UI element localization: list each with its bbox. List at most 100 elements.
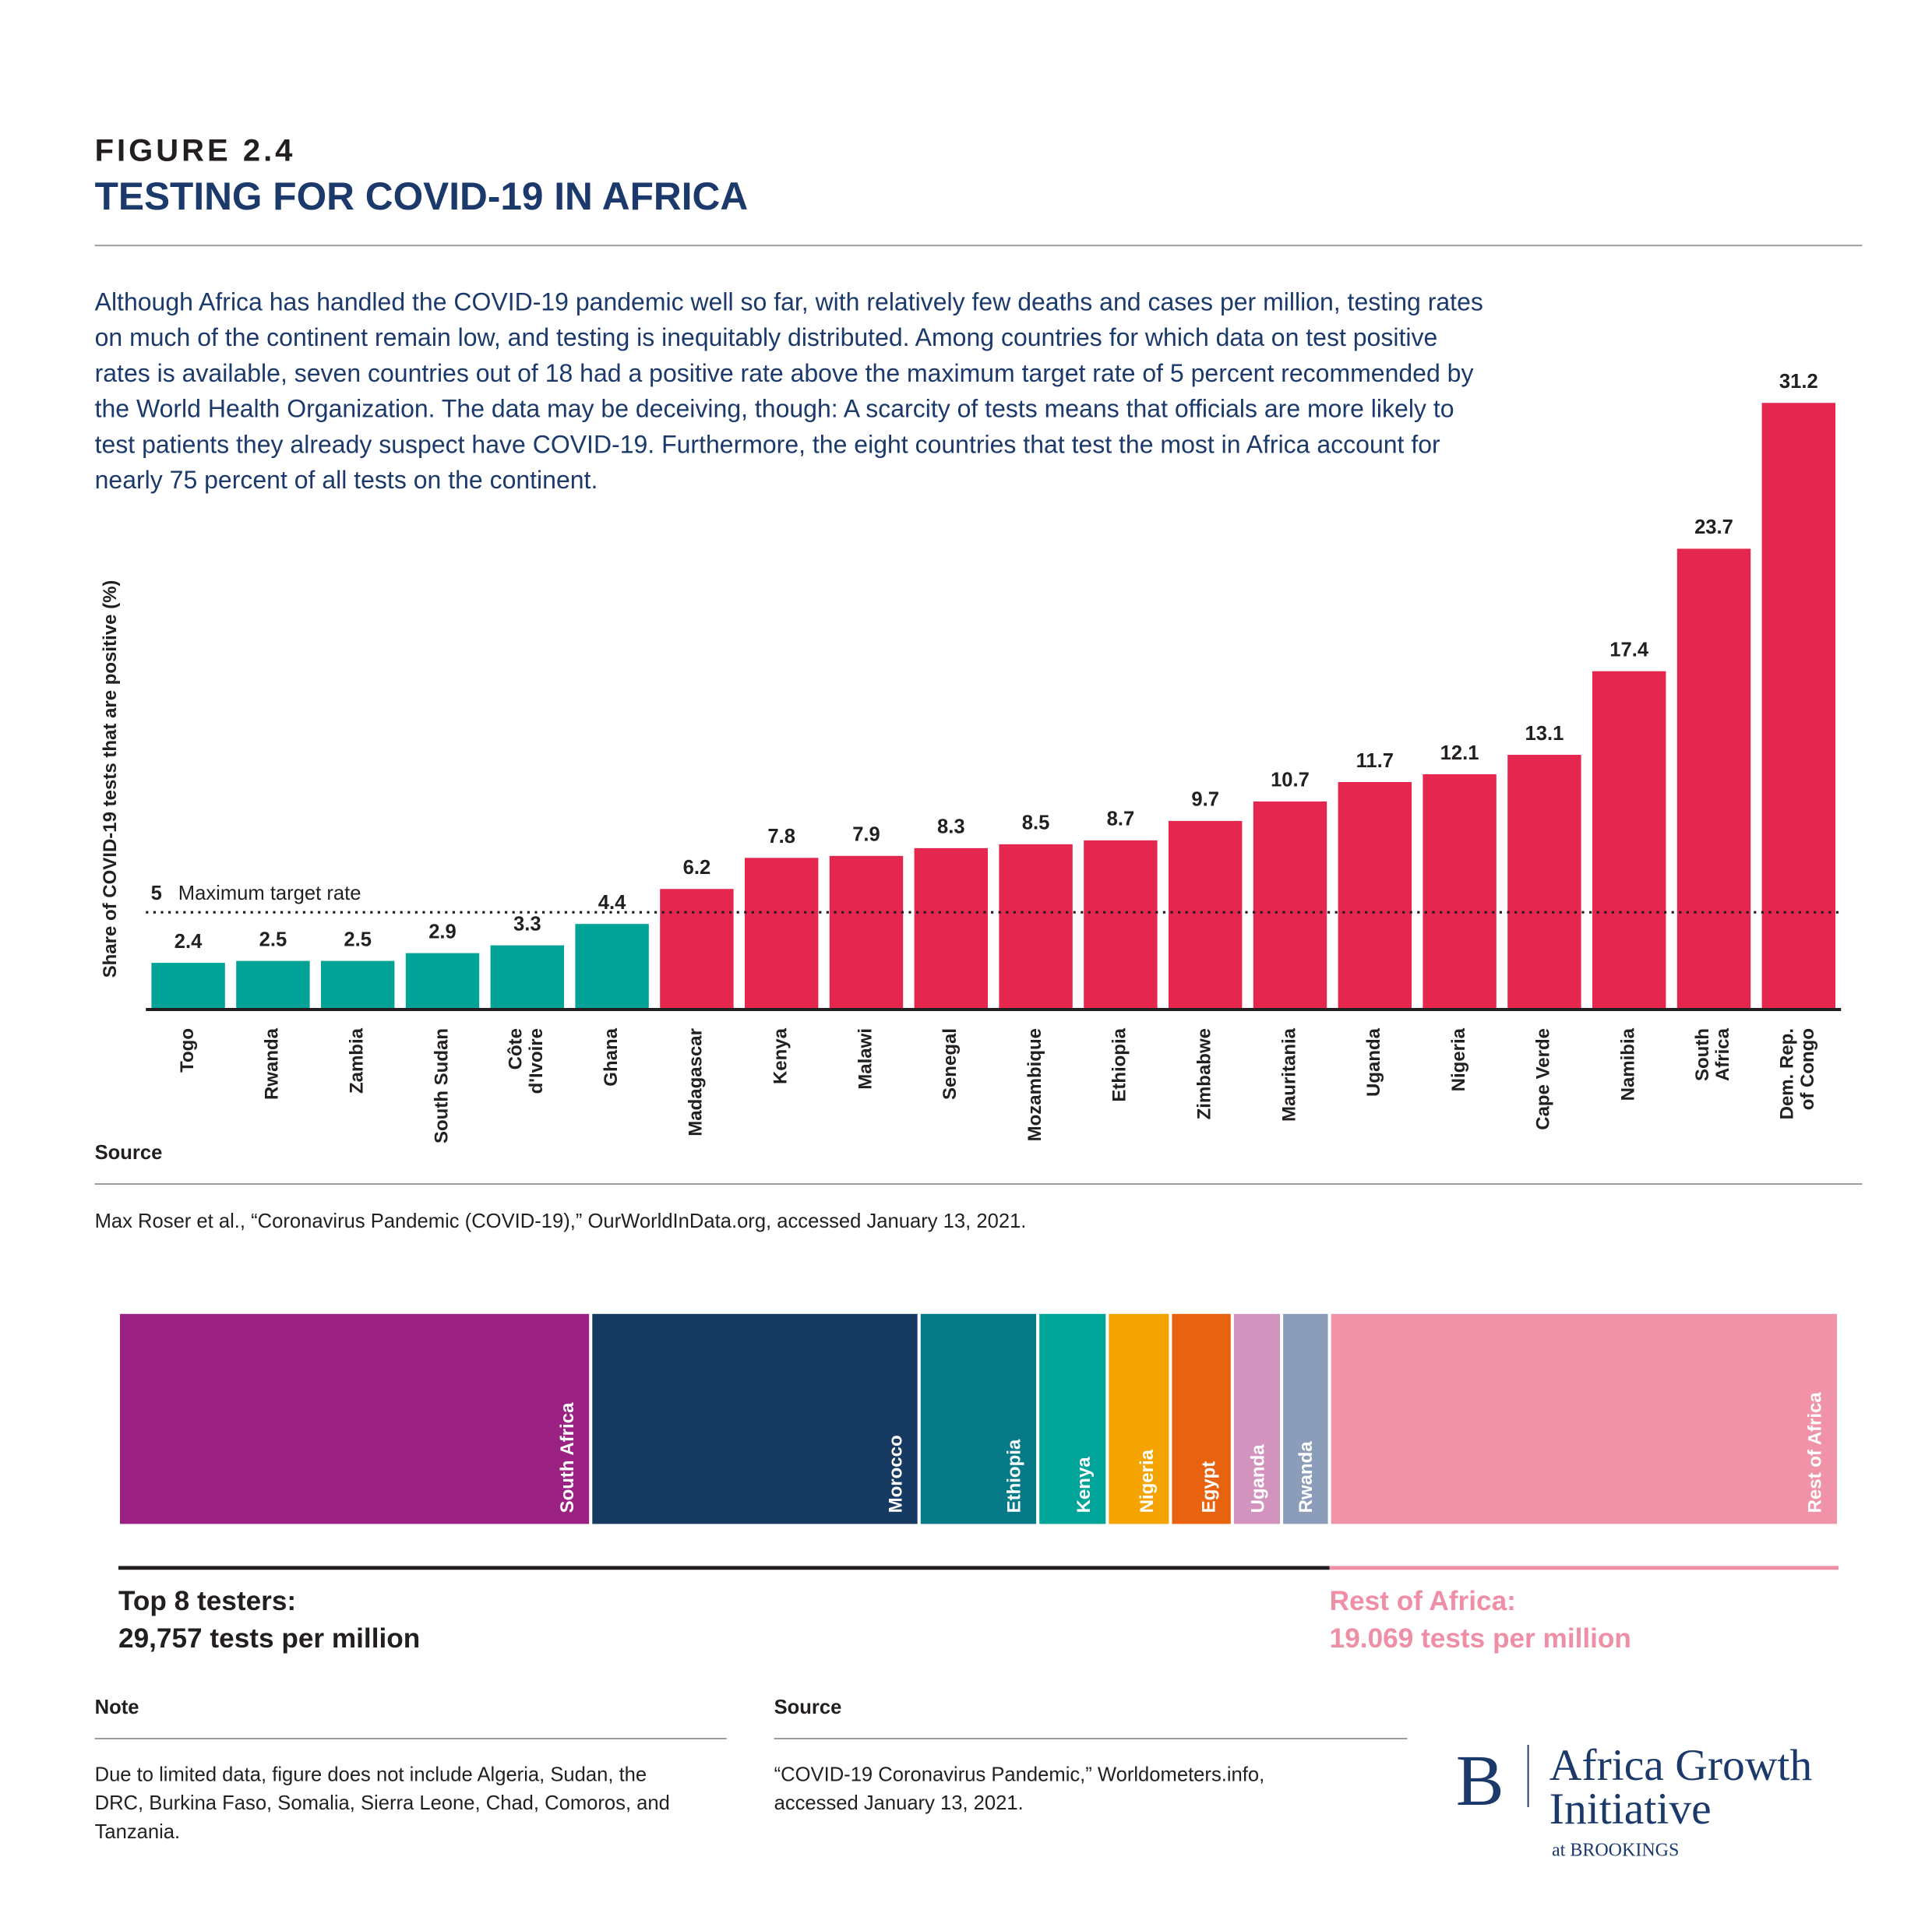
segment-label: Rest of Africa [1805, 1392, 1826, 1513]
segment [1036, 1310, 1109, 1528]
logo: B Africa Growth Initiative at BROOKINGS [1456, 1741, 1813, 1861]
value-label: 10.7 [1271, 770, 1310, 791]
x-tick-label: South Sudan [431, 1028, 452, 1143]
value-label: 9.7 [1191, 789, 1219, 811]
value-label: 7.8 [767, 826, 795, 847]
value-label: 11.7 [1356, 750, 1394, 772]
summary-text: 29,757 tests per million [118, 1623, 420, 1654]
logo-name: Initiative [1549, 1785, 1712, 1834]
segment-label: Morocco [885, 1435, 906, 1513]
value-label: 2.9 [428, 921, 457, 943]
figure-label: FIGURE 2.4 [95, 133, 296, 167]
bar [1084, 840, 1158, 1010]
value-label: 8.5 [1022, 812, 1050, 834]
x-tick-label: Rwanda [262, 1027, 283, 1100]
bar [236, 960, 310, 1010]
note-line: DRC, Burkina Faso, Somalia, Sierra Leone… [95, 1792, 670, 1814]
x-tick-label: Mauritania [1278, 1027, 1299, 1122]
description: Although Africa has handled the COVID-19… [95, 287, 1483, 494]
positivity-chart: Share of COVID-19 tests that are positiv… [100, 371, 1842, 1143]
reference-value: 5 [151, 883, 162, 904]
value-label: 8.7 [1107, 809, 1135, 830]
x-tick-label: Togo [177, 1028, 198, 1073]
value-label: 4.4 [598, 892, 626, 914]
bar [1253, 801, 1327, 1010]
bar [660, 889, 734, 1010]
bar [1761, 403, 1835, 1010]
segment-label: South Africa [557, 1402, 578, 1513]
bar [745, 858, 819, 1010]
reference-label: Maximum target rate [178, 883, 361, 904]
value-label: 13.1 [1525, 723, 1564, 745]
value-label: 2.5 [344, 929, 372, 950]
x-tick-label: Zimbabwe [1194, 1028, 1215, 1119]
value-label: 3.3 [513, 913, 541, 935]
x-tick-label: Ethiopia [1109, 1027, 1130, 1101]
x-tick-label: Côted'Ivoire [506, 1028, 547, 1094]
segment [117, 1310, 593, 1528]
segment [1169, 1310, 1234, 1528]
source-label: Source [95, 1142, 163, 1164]
x-tick-label: Kenya [770, 1027, 791, 1084]
x-tick-label: Madagascar [686, 1028, 707, 1136]
value-label: 12.1 [1440, 742, 1479, 764]
source2-line: accessed January 13, 2021. [774, 1792, 1024, 1814]
logo-letter: B [1456, 1741, 1504, 1821]
value-label: 17.4 [1609, 639, 1649, 661]
value-label: 2.5 [259, 929, 287, 950]
source2-line: “COVID-19 Coronavirus Pandemic,” Worldom… [774, 1764, 1265, 1785]
bar [1507, 755, 1581, 1010]
x-tick-label: Zambia [347, 1027, 368, 1094]
segment-label: Rwanda [1296, 1441, 1317, 1513]
x-tick-label: Nigeria [1448, 1027, 1469, 1091]
description-line: test patients they already suspect have … [95, 430, 1440, 458]
bar [1338, 781, 1412, 1010]
note-line: Tanzania. [95, 1821, 181, 1843]
value-label: 8.3 [937, 816, 965, 838]
x-tick-label: Cape Verde [1533, 1028, 1554, 1130]
summary-title: Top 8 testers: [118, 1586, 296, 1616]
value-label: 2.4 [175, 931, 203, 953]
x-tick-label: Namibia [1618, 1027, 1639, 1101]
bar [999, 844, 1073, 1010]
description-line: Although Africa has handled the COVID-19… [95, 287, 1483, 315]
figure-title: TESTING FOR COVID-19 IN AFRICA [95, 174, 749, 218]
source2-label: Source [774, 1697, 842, 1718]
bar [1169, 820, 1243, 1010]
segment [1280, 1310, 1331, 1528]
x-tick-label: Dem. Rep.of Congo [1777, 1028, 1818, 1119]
x-tick-label: Mozambique [1024, 1028, 1045, 1141]
value-label: 7.9 [852, 824, 880, 846]
segment [1327, 1310, 1841, 1528]
bar [914, 847, 988, 1010]
note-label: Note [95, 1697, 139, 1718]
note: Due to limited data, figure does not inc… [95, 1764, 670, 1843]
value-label: 31.2 [1779, 371, 1818, 393]
segment-label: Nigeria [1137, 1449, 1158, 1513]
x-tick-label: Ghana [601, 1027, 622, 1086]
bar [1592, 671, 1666, 1010]
segment [917, 1310, 1040, 1528]
segment-label: Kenya [1074, 1457, 1095, 1513]
bar [490, 945, 564, 1010]
segment-label: Egypt [1198, 1461, 1219, 1513]
logo-name: Africa Growth [1549, 1741, 1813, 1790]
segment-label: Uganda [1248, 1444, 1269, 1513]
note-line: Due to limited data, figure does not inc… [95, 1764, 647, 1785]
bar [1676, 548, 1751, 1010]
logo-sub: at BROOKINGS [1552, 1840, 1679, 1860]
segment [589, 1310, 921, 1528]
description-line: on much of the continent remain low, and… [95, 323, 1438, 351]
y-axis-label: Share of COVID-19 tests that are positiv… [100, 580, 121, 978]
source2: “COVID-19 Coronavirus Pandemic,” Worldom… [774, 1764, 1265, 1814]
source-text: Max Roser et al., “Coronavirus Pandemic … [95, 1210, 1027, 1232]
description-line: rates is available, seven countries out … [95, 359, 1474, 387]
bar [1423, 773, 1497, 1010]
tests-chart: South Africa Morocco Ethiopia Kenya Nigeria E… [117, 1310, 1841, 1654]
x-tick-label: Malawi [855, 1028, 876, 1090]
bar [405, 953, 480, 1010]
summary-title: Rest of Africa: [1330, 1586, 1516, 1616]
